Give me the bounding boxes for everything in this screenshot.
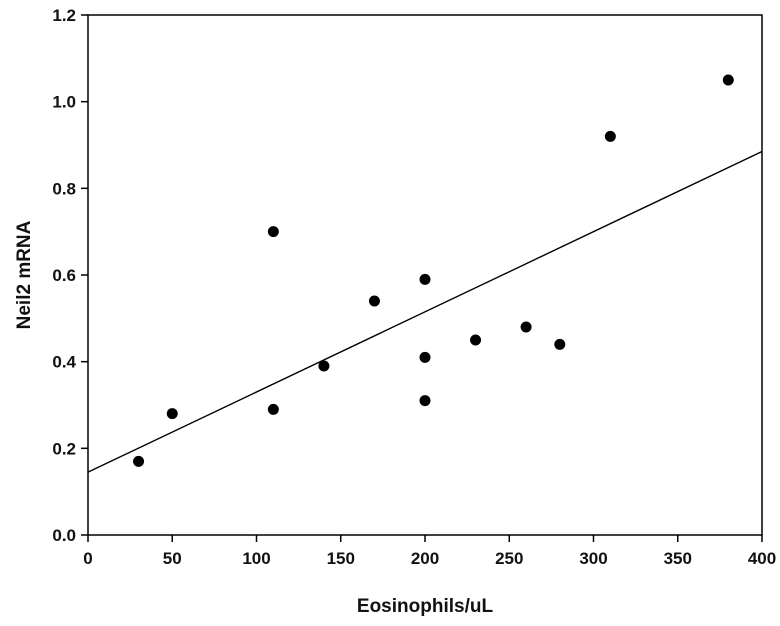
x-tick-label: 0 bbox=[83, 549, 92, 568]
x-tick-label: 50 bbox=[163, 549, 182, 568]
data-point bbox=[722, 74, 734, 86]
y-axis-ticks: 0.0 0.2 0.4 0.6 0.8 1.0 1.2 bbox=[52, 6, 88, 545]
x-axis-ticks: 0 50 100 150 200 250 300 350 400 bbox=[83, 535, 776, 568]
x-tick-label: 100 bbox=[242, 549, 270, 568]
data-point bbox=[267, 226, 279, 238]
data-point bbox=[419, 351, 431, 363]
data-point bbox=[166, 408, 178, 420]
data-point bbox=[419, 395, 431, 407]
y-tick-label: 0.0 bbox=[52, 526, 76, 545]
data-point bbox=[419, 273, 431, 285]
data-point bbox=[133, 455, 145, 467]
data-point bbox=[604, 130, 616, 142]
y-tick-label: 1.2 bbox=[52, 6, 76, 25]
y-tick-label: 0.2 bbox=[52, 439, 76, 458]
data-point bbox=[470, 334, 482, 346]
data-point bbox=[554, 338, 566, 350]
y-tick-label: 0.4 bbox=[52, 353, 76, 372]
x-tick-label: 150 bbox=[327, 549, 355, 568]
x-tick-label: 400 bbox=[748, 549, 776, 568]
x-tick-label: 300 bbox=[579, 549, 607, 568]
y-tick-label: 0.6 bbox=[52, 266, 76, 285]
data-point bbox=[520, 321, 532, 333]
y-tick-label: 1.0 bbox=[52, 93, 76, 112]
y-tick-label: 0.8 bbox=[52, 179, 76, 198]
y-axis-title: Neil2 mRNA bbox=[14, 220, 35, 329]
x-tick-label: 350 bbox=[664, 549, 692, 568]
data-point bbox=[318, 360, 330, 372]
x-tick-label: 200 bbox=[411, 549, 439, 568]
data-point bbox=[368, 295, 380, 307]
data-point bbox=[267, 403, 279, 415]
data-points bbox=[133, 74, 734, 467]
x-axis-title: Eosinophils/uL bbox=[357, 596, 494, 617]
x-tick-label: 250 bbox=[495, 549, 523, 568]
regression-line bbox=[87, 150, 763, 473]
